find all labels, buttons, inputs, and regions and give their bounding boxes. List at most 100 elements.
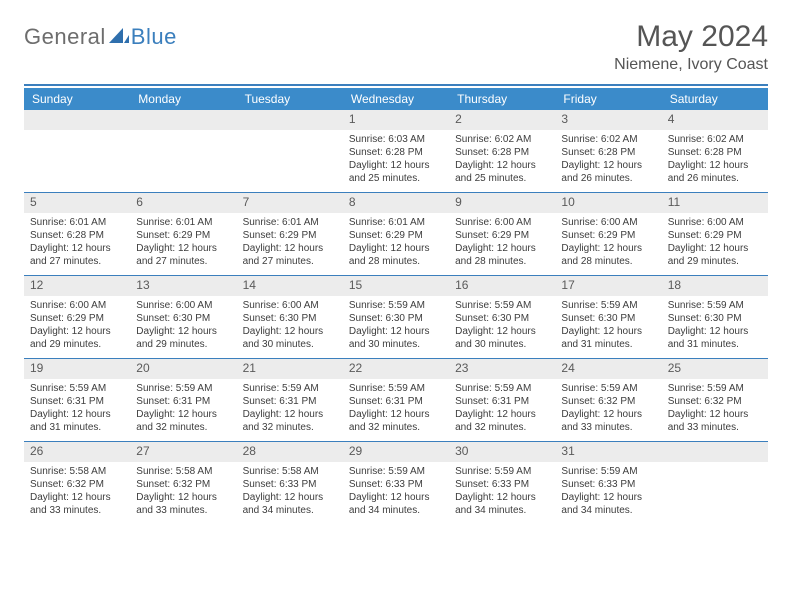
day-body: Sunrise: 5:58 AMSunset: 6:32 PMDaylight:… — [24, 462, 130, 517]
day-number: 15 — [343, 276, 449, 296]
day-body: Sunrise: 5:59 AMSunset: 6:30 PMDaylight:… — [555, 296, 661, 351]
calendar-week-row: 26Sunrise: 5:58 AMSunset: 6:32 PMDayligh… — [24, 442, 768, 525]
day-number: 13 — [130, 276, 236, 296]
day-body: Sunrise: 6:03 AMSunset: 6:28 PMDaylight:… — [343, 130, 449, 185]
day-number: 29 — [343, 442, 449, 462]
brand-sail-icon — [109, 26, 129, 49]
calendar-day-cell: 27Sunrise: 5:58 AMSunset: 6:32 PMDayligh… — [130, 442, 236, 525]
calendar-day-cell: 2Sunrise: 6:02 AMSunset: 6:28 PMDaylight… — [449, 110, 555, 193]
day-body: Sunrise: 5:59 AMSunset: 6:32 PMDaylight:… — [662, 379, 768, 434]
day-number: 1 — [343, 110, 449, 130]
calendar-day-cell: 29Sunrise: 5:59 AMSunset: 6:33 PMDayligh… — [343, 442, 449, 525]
day-body: Sunrise: 5:59 AMSunset: 6:30 PMDaylight:… — [662, 296, 768, 351]
weekday-header: Wednesday — [343, 88, 449, 110]
calendar-day-cell: 14Sunrise: 6:00 AMSunset: 6:30 PMDayligh… — [237, 276, 343, 359]
calendar-day-cell: 25Sunrise: 5:59 AMSunset: 6:32 PMDayligh… — [662, 359, 768, 442]
day-number: 31 — [555, 442, 661, 462]
day-body: Sunrise: 5:59 AMSunset: 6:32 PMDaylight:… — [555, 379, 661, 434]
day-body: Sunrise: 5:59 AMSunset: 6:31 PMDaylight:… — [130, 379, 236, 434]
day-body: Sunrise: 6:01 AMSunset: 6:28 PMDaylight:… — [24, 213, 130, 268]
day-body: Sunrise: 5:59 AMSunset: 6:31 PMDaylight:… — [343, 379, 449, 434]
day-number: 24 — [555, 359, 661, 379]
calendar-day-cell: 11Sunrise: 6:00 AMSunset: 6:29 PMDayligh… — [662, 193, 768, 276]
calendar-day-cell: 17Sunrise: 5:59 AMSunset: 6:30 PMDayligh… — [555, 276, 661, 359]
location-label: Niemene, Ivory Coast — [614, 56, 768, 74]
calendar-day-cell: 1Sunrise: 6:03 AMSunset: 6:28 PMDaylight… — [343, 110, 449, 193]
day-number: 18 — [662, 276, 768, 296]
calendar-day-cell: 26Sunrise: 5:58 AMSunset: 6:32 PMDayligh… — [24, 442, 130, 525]
day-body: Sunrise: 5:59 AMSunset: 6:33 PMDaylight:… — [343, 462, 449, 517]
day-number: 4 — [662, 110, 768, 130]
calendar-week-row: 12Sunrise: 6:00 AMSunset: 6:29 PMDayligh… — [24, 276, 768, 359]
day-number: 26 — [24, 442, 130, 462]
weekday-header: Monday — [130, 88, 236, 110]
calendar-day-cell: 21Sunrise: 5:59 AMSunset: 6:31 PMDayligh… — [237, 359, 343, 442]
day-body: Sunrise: 6:00 AMSunset: 6:29 PMDaylight:… — [449, 213, 555, 268]
weekday-header-row: SundayMondayTuesdayWednesdayThursdayFrid… — [24, 88, 768, 110]
calendar-day-cell: 20Sunrise: 5:59 AMSunset: 6:31 PMDayligh… — [130, 359, 236, 442]
day-body: Sunrise: 6:01 AMSunset: 6:29 PMDaylight:… — [130, 213, 236, 268]
calendar-day-cell — [130, 110, 236, 193]
calendar-day-cell: 7Sunrise: 6:01 AMSunset: 6:29 PMDaylight… — [237, 193, 343, 276]
day-number: 8 — [343, 193, 449, 213]
brand-word-a: General — [24, 24, 106, 50]
calendar-day-cell: 18Sunrise: 5:59 AMSunset: 6:30 PMDayligh… — [662, 276, 768, 359]
day-number: 11 — [662, 193, 768, 213]
calendar-day-cell: 23Sunrise: 5:59 AMSunset: 6:31 PMDayligh… — [449, 359, 555, 442]
day-number: 14 — [237, 276, 343, 296]
weekday-header: Thursday — [449, 88, 555, 110]
day-body: Sunrise: 6:00 AMSunset: 6:30 PMDaylight:… — [130, 296, 236, 351]
day-body: Sunrise: 5:59 AMSunset: 6:31 PMDaylight:… — [449, 379, 555, 434]
day-body: Sunrise: 6:02 AMSunset: 6:28 PMDaylight:… — [662, 130, 768, 185]
weekday-header: Saturday — [662, 88, 768, 110]
day-number: 27 — [130, 442, 236, 462]
day-body: Sunrise: 6:01 AMSunset: 6:29 PMDaylight:… — [237, 213, 343, 268]
calendar-day-cell — [662, 442, 768, 525]
day-body: Sunrise: 5:59 AMSunset: 6:30 PMDaylight:… — [343, 296, 449, 351]
day-body: Sunrise: 5:58 AMSunset: 6:33 PMDaylight:… — [237, 462, 343, 517]
day-number-empty — [237, 110, 343, 130]
brand-word-b: Blue — [131, 24, 177, 50]
day-body: Sunrise: 6:02 AMSunset: 6:28 PMDaylight:… — [449, 130, 555, 185]
weekday-header: Tuesday — [237, 88, 343, 110]
calendar-day-cell: 8Sunrise: 6:01 AMSunset: 6:29 PMDaylight… — [343, 193, 449, 276]
weekday-header: Sunday — [24, 88, 130, 110]
calendar-day-cell: 13Sunrise: 6:00 AMSunset: 6:30 PMDayligh… — [130, 276, 236, 359]
calendar-day-cell: 19Sunrise: 5:59 AMSunset: 6:31 PMDayligh… — [24, 359, 130, 442]
calendar-day-cell: 16Sunrise: 5:59 AMSunset: 6:30 PMDayligh… — [449, 276, 555, 359]
day-body: Sunrise: 6:01 AMSunset: 6:29 PMDaylight:… — [343, 213, 449, 268]
day-number: 3 — [555, 110, 661, 130]
calendar-day-cell: 15Sunrise: 5:59 AMSunset: 6:30 PMDayligh… — [343, 276, 449, 359]
calendar-table: SundayMondayTuesdayWednesdayThursdayFrid… — [24, 88, 768, 524]
day-number: 23 — [449, 359, 555, 379]
calendar-day-cell — [237, 110, 343, 193]
calendar-day-cell: 22Sunrise: 5:59 AMSunset: 6:31 PMDayligh… — [343, 359, 449, 442]
calendar-day-cell: 12Sunrise: 6:00 AMSunset: 6:29 PMDayligh… — [24, 276, 130, 359]
day-number: 25 — [662, 359, 768, 379]
day-number-empty — [24, 110, 130, 130]
calendar-day-cell: 4Sunrise: 6:02 AMSunset: 6:28 PMDaylight… — [662, 110, 768, 193]
calendar-day-cell: 6Sunrise: 6:01 AMSunset: 6:29 PMDaylight… — [130, 193, 236, 276]
day-number: 7 — [237, 193, 343, 213]
calendar-week-row: 5Sunrise: 6:01 AMSunset: 6:28 PMDaylight… — [24, 193, 768, 276]
brand-logo: General Blue — [24, 24, 177, 50]
day-body: Sunrise: 5:59 AMSunset: 6:30 PMDaylight:… — [449, 296, 555, 351]
day-number: 10 — [555, 193, 661, 213]
day-number: 12 — [24, 276, 130, 296]
day-body: Sunrise: 5:59 AMSunset: 6:33 PMDaylight:… — [449, 462, 555, 517]
calendar-day-cell: 10Sunrise: 6:00 AMSunset: 6:29 PMDayligh… — [555, 193, 661, 276]
calendar-day-cell: 31Sunrise: 5:59 AMSunset: 6:33 PMDayligh… — [555, 442, 661, 525]
day-body: Sunrise: 6:00 AMSunset: 6:30 PMDaylight:… — [237, 296, 343, 351]
header-row: General Blue May 2024 Niemene, Ivory Coa… — [24, 20, 768, 74]
day-body: Sunrise: 5:59 AMSunset: 6:31 PMDaylight:… — [24, 379, 130, 434]
calendar-day-cell: 9Sunrise: 6:00 AMSunset: 6:29 PMDaylight… — [449, 193, 555, 276]
day-number: 22 — [343, 359, 449, 379]
day-body: Sunrise: 5:58 AMSunset: 6:32 PMDaylight:… — [130, 462, 236, 517]
calendar-week-row: 19Sunrise: 5:59 AMSunset: 6:31 PMDayligh… — [24, 359, 768, 442]
day-number: 28 — [237, 442, 343, 462]
day-body: Sunrise: 5:59 AMSunset: 6:33 PMDaylight:… — [555, 462, 661, 517]
day-body: Sunrise: 6:00 AMSunset: 6:29 PMDaylight:… — [555, 213, 661, 268]
day-number: 17 — [555, 276, 661, 296]
calendar-day-cell: 24Sunrise: 5:59 AMSunset: 6:32 PMDayligh… — [555, 359, 661, 442]
calendar-day-cell: 5Sunrise: 6:01 AMSunset: 6:28 PMDaylight… — [24, 193, 130, 276]
